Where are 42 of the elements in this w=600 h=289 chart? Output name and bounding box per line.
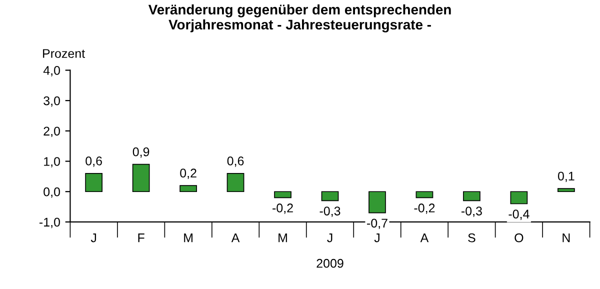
data-label: -0,4 <box>508 210 530 220</box>
x-tick-label: M <box>278 234 287 242</box>
bar <box>463 191 480 202</box>
x-tick-label: J <box>90 234 96 242</box>
bar <box>416 191 434 198</box>
bar <box>274 191 292 198</box>
y-tick-label: 1,0 <box>44 157 60 168</box>
x-tick-label: N <box>562 234 570 242</box>
data-label: -0,2 <box>272 204 293 214</box>
data-label: -0,7 <box>367 218 388 230</box>
y-tick-label: 4,0 <box>43 66 60 76</box>
x-tick-label: J <box>327 234 332 242</box>
data-label: 0,6 <box>227 156 244 167</box>
chart-title: Veränderung gegenüber dem entsprechenden Vorjahresmonat - Jahresteuerungsrate - <box>148 4 451 32</box>
bar <box>368 191 386 214</box>
data-label: -0,3 <box>320 206 340 217</box>
data-label: 0,6 <box>86 156 102 167</box>
data-label: -0,3 <box>461 206 482 217</box>
data-label: 0,2 <box>180 168 196 179</box>
x-tick-label: S <box>468 233 476 242</box>
x-tick-label: O <box>514 233 524 242</box>
x-tick-label: M <box>184 234 192 242</box>
data-label: -0,2 <box>414 204 435 214</box>
x-tick-label: J <box>374 234 380 242</box>
bar <box>557 188 575 192</box>
bar <box>85 172 103 192</box>
y-tick-label: -1,0 <box>39 218 60 228</box>
data-label: 0,9 <box>132 147 150 158</box>
x-axis-title: 2009 <box>316 258 344 268</box>
bar <box>321 191 339 202</box>
x-tick-label: F <box>138 234 144 242</box>
y-axis-title: Prozent <box>43 49 85 58</box>
x-tick-label: A <box>420 234 429 242</box>
x-tick-label: A <box>231 234 240 242</box>
bar <box>226 172 244 192</box>
bar <box>180 185 197 192</box>
data-label: 0,1 <box>558 172 574 182</box>
bar <box>132 164 150 192</box>
y-tick-label: 0,0 <box>44 187 60 198</box>
y-tick-label: 2,0 <box>44 126 60 138</box>
y-tick-label: 3,0 <box>44 96 60 107</box>
bar <box>510 191 528 204</box>
